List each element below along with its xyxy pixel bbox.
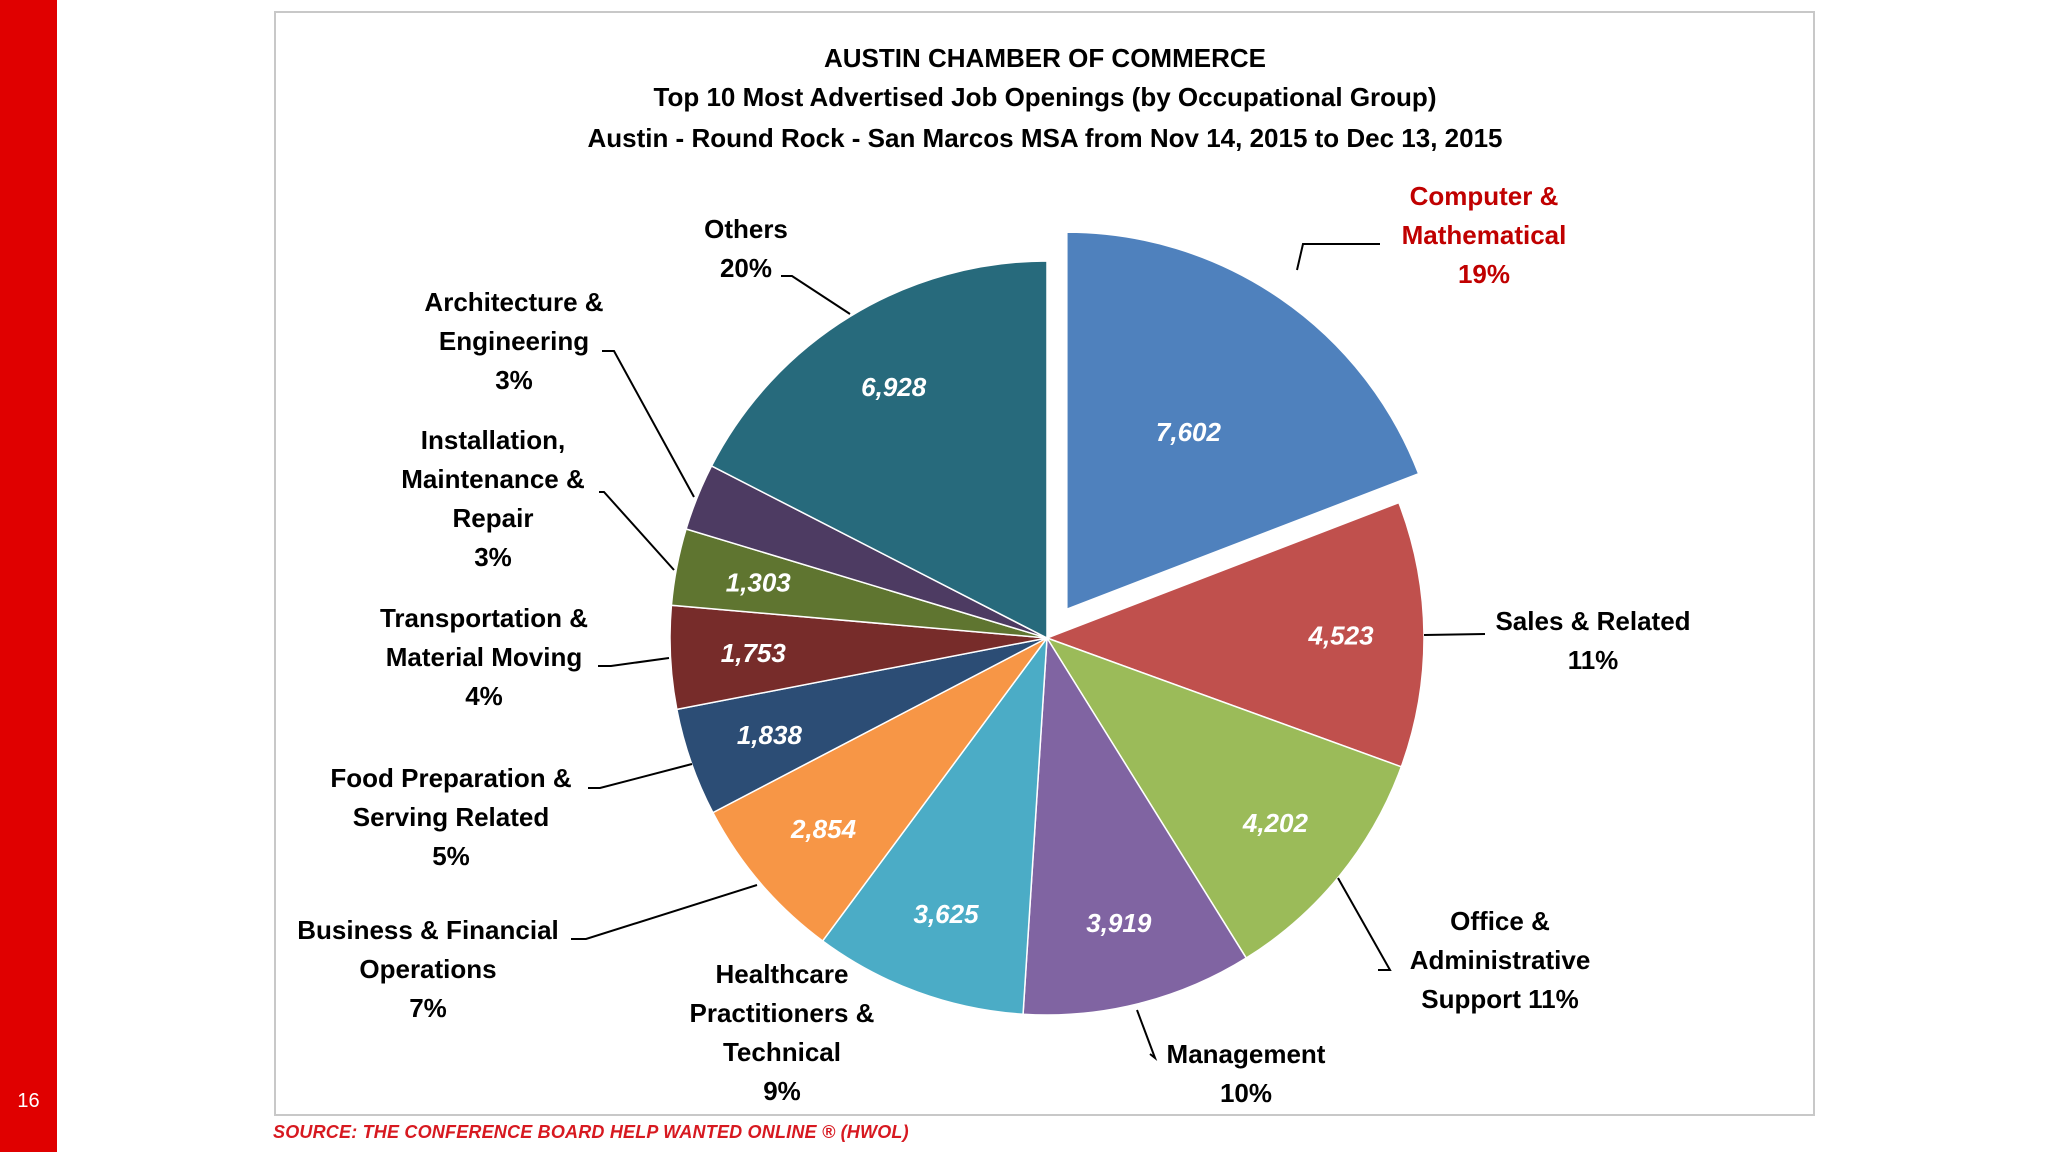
leader-line — [588, 763, 693, 789]
leader-line — [1136, 1009, 1158, 1062]
slice-category-label: Transportation & Material Moving 4% — [380, 603, 588, 711]
slice-value-label: 4,523 — [1308, 620, 1375, 650]
slice-category-label: Business & Financial Operations 7% — [297, 915, 559, 1023]
leader-line — [571, 884, 758, 940]
leader-line — [1296, 243, 1380, 271]
chart-subtitle: Top 10 Most Advertised Job Openings (by … — [654, 82, 1437, 112]
chart-subtitle-range: Austin - Round Rock - San Marcos MSA fro… — [587, 123, 1502, 153]
accent-sidebar — [0, 0, 57, 1152]
slice-category-label: Installation, Maintenance & Repair 3% — [401, 425, 585, 572]
pie-slice-computer-and-mathematical — [1066, 231, 1420, 611]
pie-slice-sales-and-related — [1044, 501, 1425, 768]
slice-value-label: 6,928 — [861, 372, 927, 402]
pie-slice-management — [1022, 635, 1248, 1016]
slice-category-label: Office & Administrative Support 11% — [1410, 906, 1591, 1014]
leader-line — [781, 275, 851, 315]
pie-slice-others — [710, 260, 1048, 640]
slice-value-label: 1,838 — [737, 720, 803, 750]
slice-value-label: 3,919 — [1086, 908, 1152, 938]
slice-category-label: Healthcare Practitioners & Technical 9% — [690, 959, 875, 1106]
slice-value-label: 3,625 — [913, 899, 979, 929]
slice-value-label: 7,602 — [1156, 417, 1222, 447]
pie-slice-office-and-administrative-support — [1045, 636, 1403, 960]
slide-number: 16 — [17, 1090, 40, 1112]
source-note: SOURCE: THE CONFERENCE BOARD HELP WANTED… — [273, 1122, 909, 1142]
slice-category-label: Management 10% — [1167, 1039, 1326, 1108]
slice-value-label: 2,854 — [790, 814, 857, 844]
chart-title: AUSTIN CHAMBER OF COMMERCE — [824, 43, 1266, 73]
slice-category-label: Architecture & Engineering 3% — [424, 287, 603, 395]
slice-category-label: Food Preparation & Serving Related 5% — [330, 763, 571, 871]
pie-slice-healthcare-practitioners-and-technical — [821, 635, 1048, 1016]
leader-line — [1337, 877, 1392, 971]
leader-line — [598, 657, 670, 667]
slice-value-label: 4,202 — [1242, 808, 1309, 838]
leader-line — [602, 350, 695, 498]
leader-line — [599, 491, 675, 571]
pie-slice-business-and-financial-operations — [711, 637, 1048, 943]
slice-value-label: 1,303 — [726, 567, 792, 597]
slice-category-label: Sales & Related 11% — [1495, 606, 1690, 675]
slice-category-label: Others 20% — [704, 214, 788, 283]
slice-value-label: 1,753 — [721, 638, 787, 668]
slice-category-label: Computer & Mathematical 19% — [1402, 181, 1567, 289]
leader-line — [1423, 633, 1486, 636]
